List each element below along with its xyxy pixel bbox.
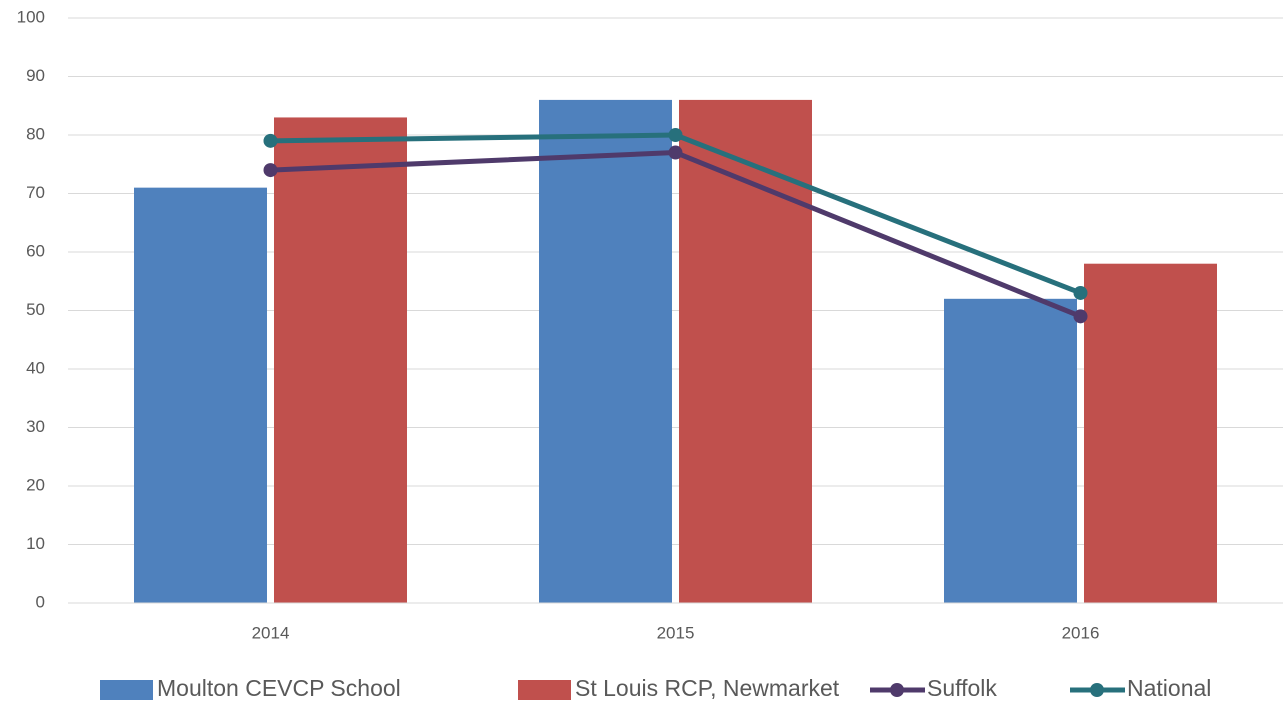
y-tick-label: 0 bbox=[36, 592, 45, 611]
x-tick-label: 2014 bbox=[252, 623, 290, 642]
y-tick-label: 60 bbox=[26, 241, 45, 260]
y-tick-label: 100 bbox=[17, 7, 45, 26]
bar bbox=[679, 99, 812, 604]
legend-swatch bbox=[100, 680, 153, 700]
legend-marker bbox=[890, 683, 904, 697]
bar bbox=[944, 298, 1077, 603]
y-tick-label: 70 bbox=[26, 183, 45, 202]
x-tick-label: 2016 bbox=[1062, 623, 1100, 642]
x-tick-label: 2015 bbox=[657, 623, 695, 642]
legend-swatch bbox=[518, 680, 571, 700]
y-tick-label: 10 bbox=[26, 534, 45, 553]
line-marker bbox=[668, 128, 683, 142]
bar bbox=[274, 117, 407, 603]
line-marker bbox=[668, 145, 683, 160]
legend-label: National bbox=[1127, 675, 1211, 701]
bar bbox=[1084, 263, 1217, 603]
y-tick-label: 30 bbox=[26, 417, 45, 436]
y-tick-label: 90 bbox=[26, 66, 45, 85]
y-tick-label: 40 bbox=[26, 358, 45, 377]
legend-label: Moulton CEVCP School bbox=[157, 675, 401, 701]
y-tick-label: 20 bbox=[26, 475, 45, 494]
line-marker bbox=[1073, 285, 1088, 300]
bar bbox=[134, 187, 267, 603]
y-tick-label: 80 bbox=[26, 124, 45, 143]
y-tick-label: 50 bbox=[26, 300, 45, 319]
legend-label: Suffolk bbox=[927, 675, 997, 701]
line-marker bbox=[263, 133, 278, 148]
line-marker bbox=[1073, 309, 1088, 324]
bar bbox=[539, 99, 672, 604]
legend-label: St Louis RCP, Newmarket bbox=[575, 675, 840, 701]
line-marker bbox=[263, 163, 278, 178]
legend-marker bbox=[1090, 683, 1104, 697]
